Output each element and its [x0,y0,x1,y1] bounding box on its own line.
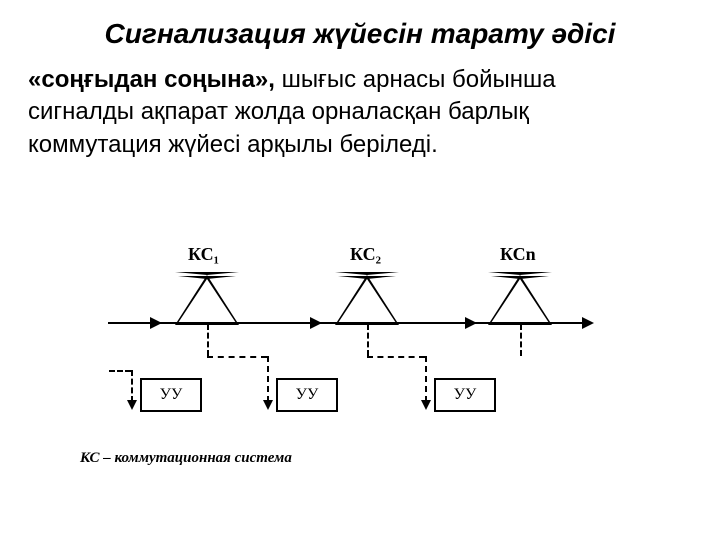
uu-box: УУ [276,378,338,412]
subtitle-bold: «соңғыдан соңына», [28,66,275,93]
arrow-right-icon [465,317,477,329]
ks-label: КС₂ [350,244,381,265]
arrow-right-icon [150,317,162,329]
subtitle-rest1: шығыс арнасы бойынша [275,66,556,93]
dashed-connector [109,370,131,372]
arrow-down-icon [263,400,273,410]
page-title: Сигнализация жүйесін тарату әдісі [0,0,720,58]
dashed-connector [367,324,369,356]
dashed-connector [267,356,269,402]
subtitle-line2: сигналды ақпарат жолда орналасқан барлық [28,98,529,125]
arrow-right-icon [310,317,322,329]
ks-label: КС₁ [188,244,219,265]
dashed-connector [425,356,427,402]
dashed-connector [367,356,425,358]
triangle-node-fill [178,276,236,323]
uu-box: УУ [140,378,202,412]
signal-line [108,322,590,324]
dashed-connector [520,324,522,356]
ks-label: КСn [500,244,536,265]
legend-text: КС – коммутационная система [80,450,292,467]
arrow-down-icon [127,400,137,410]
triangle-node-fill [338,276,396,323]
dashed-connector [207,324,209,356]
subtitle-line3: коммутация жүйесі арқылы беріледі. [28,131,438,158]
subtitle: «соңғыдан соңына», шығыс арнасы бойынша … [0,58,720,161]
uu-box: УУ [434,378,496,412]
diagram: КС₁КС₂КСnУУУУУУКС – коммутационная систе… [120,260,600,460]
dashed-connector [207,356,267,358]
triangle-node-fill [491,276,549,323]
dashed-connector [131,370,133,402]
arrow-down-icon [421,400,431,410]
arrow-right-icon [582,317,594,329]
